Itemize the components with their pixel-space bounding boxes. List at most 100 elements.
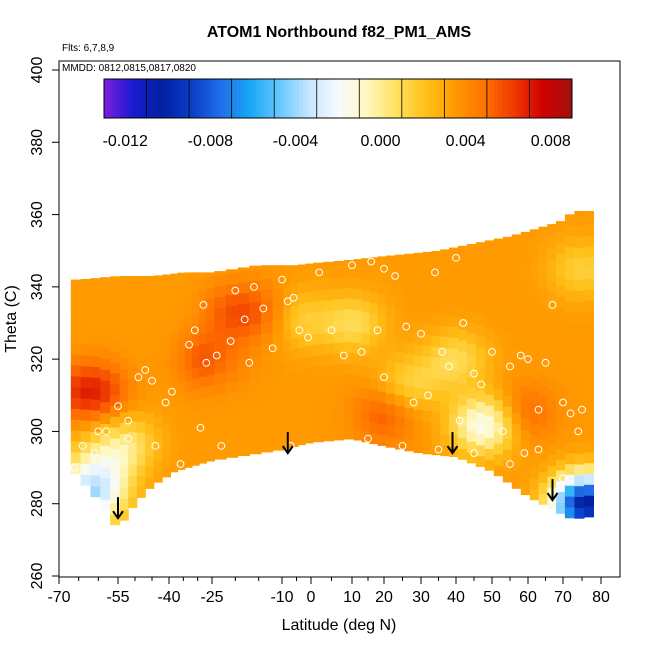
heat-cell-247 [177,458,186,470]
heat-cell-304 [199,430,207,442]
heat-cell-1025 [538,298,548,310]
heat-cell-1049 [547,324,557,336]
heat-cell-69 [100,380,111,392]
heat-cell-705 [404,255,415,267]
heat-cell-684 [395,286,405,298]
heat-cell-342 [214,404,227,417]
heat-cell-945 [511,347,522,359]
heat-cell-615 [361,258,371,269]
heat-cell-841 [466,267,477,280]
y-tick-label-0: 260 [29,563,46,590]
heat-cell-993 [529,369,540,381]
heat-cell-382 [237,357,250,370]
heat-cell-172 [145,445,155,457]
heat-cell-144 [128,301,138,313]
heat-cell-46 [90,388,101,400]
heat-cell-981 [520,231,531,235]
heat-cell-557 [333,331,345,343]
heat-cell-16 [70,289,82,301]
observation-point-11 [176,460,185,468]
heat-cell-116 [119,368,129,380]
heat-cell-105 [119,487,129,499]
heat-cell-991 [529,391,540,403]
heat-cell-405 [249,301,262,314]
heat-cell-629 [369,291,379,304]
heat-cell-109 [119,444,129,456]
heat-cell-58 [100,499,111,511]
heat-cell-467 [290,392,299,404]
heat-cell-351 [214,307,227,319]
heat-cell-321 [206,439,215,451]
heat-cell-1022 [538,330,548,343]
heat-cell-765 [440,433,450,446]
heat-cell-573 [343,341,355,353]
heat-cell-477 [290,283,299,296]
heat-cell-1042 [547,400,557,412]
heat-cell-575 [343,319,355,332]
heat-cell-511 [305,280,314,292]
heat-cell-1111 [564,246,575,258]
heat-cell-9 [70,365,82,377]
heat-cell-242 [170,309,179,321]
observation-point-76 [520,449,529,458]
heat-cell-393 [249,432,262,444]
heat-cell-266 [184,456,193,468]
heat-cell-936 [511,444,522,457]
heat-cell-412 [261,419,274,431]
heat-cell-719 [413,311,424,323]
heat-cell-941 [511,390,522,403]
colorbar-segment-32 [228,79,234,118]
heat-cell-811 [457,372,468,384]
heat-cell-880 [484,307,495,319]
heat-cell-796 [449,315,459,327]
heat-cell-246 [170,273,179,278]
heat-cell-181 [145,347,155,359]
heat-cell-150 [136,464,146,477]
colorbar-tick-label-1: -0.008 [188,133,233,150]
heat-cell-997 [529,326,540,338]
heat-cell-458 [283,307,292,319]
heat-cell-174 [145,423,155,435]
colorbar-segment-48 [291,79,296,118]
colorbar-segment-9 [139,79,144,118]
heat-cell-190 [153,460,163,472]
colorbar-segment-112 [540,79,546,118]
heat-cell-1072 [556,372,566,384]
heat-cell-1102 [564,344,575,356]
heat-cell-912 [502,449,513,461]
heat-cell-711 [413,398,424,410]
heat-cell-1089 [564,485,575,497]
heat-cell-776 [440,314,450,326]
heat-cell-747 [431,422,441,434]
heat-cell-964 [520,407,531,420]
observation-point-20 [250,283,258,291]
colorbar-segment-15 [162,79,167,118]
heat-cell-1016 [538,395,548,408]
heat-cell-414 [261,397,274,409]
heat-cell-595 [353,288,363,300]
heat-cell-410 [261,441,274,453]
heat-cell-894 [493,399,504,412]
colorbar-segment-1 [107,79,113,118]
heat-cell-562 [333,277,345,289]
heat-cell-666 [385,284,396,296]
heat-cell-77 [100,293,111,305]
heat-cell-856 [475,336,486,348]
heat-cell-11 [70,343,82,355]
heat-cell-486 [297,368,306,381]
heat-cell-86 [110,448,121,461]
heat-cell-667 [385,273,396,286]
heat-cell-757 [431,313,441,326]
heat-cell-523 [313,333,324,345]
heat-cell-551 [333,396,345,408]
heat-cell-1090 [564,474,575,486]
heat-cell-1082 [556,263,566,276]
heat-cell-38 [90,474,101,487]
heat-cell-1172 [583,211,594,214]
heat-cell-824 [466,452,477,464]
heat-cell-764 [440,444,450,457]
heat-cell-216 [162,390,171,402]
heat-cell-1137 [574,268,585,281]
heat-cell-987 [529,434,540,446]
colorbar-segment-18 [174,79,179,118]
